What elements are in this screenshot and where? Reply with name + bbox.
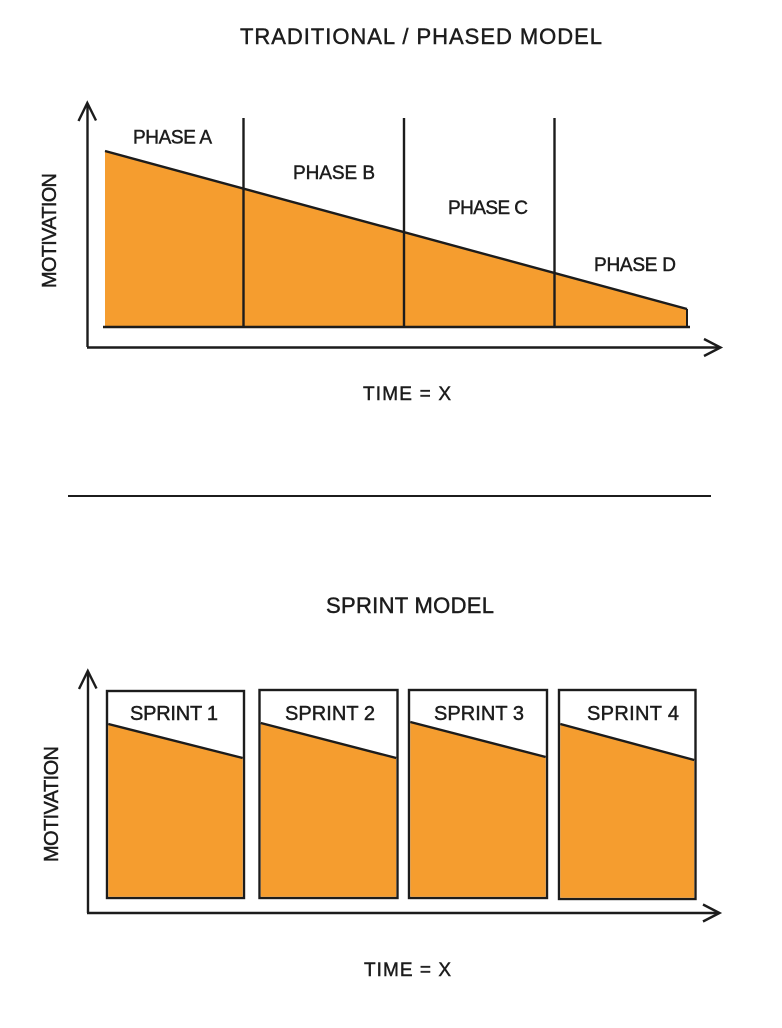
svg-text:SPRINT MODEL: SPRINT MODEL: [326, 593, 494, 618]
svg-text:MOTIVATION: MOTIVATION: [39, 173, 61, 288]
svg-text:SPRINT 2: SPRINT 2: [285, 703, 375, 725]
svg-text:SPRINT 1: SPRINT 1: [130, 703, 218, 725]
svg-text:PHASE C: PHASE C: [448, 198, 528, 219]
svg-text:SPRINT 4: SPRINT 4: [587, 703, 679, 725]
svg-text:PHASE B: PHASE B: [293, 163, 375, 184]
svg-text:MOTIVATION: MOTIVATION: [41, 746, 63, 862]
svg-text:PHASE D: PHASE D: [594, 255, 676, 276]
svg-text:PHASE A: PHASE A: [133, 128, 212, 149]
svg-text:TRADITIONAL / PHASED MODEL: TRADITIONAL / PHASED MODEL: [240, 24, 602, 49]
svg-text:TIME = X: TIME = X: [363, 384, 451, 405]
svg-text:SPRINT 3: SPRINT 3: [434, 703, 524, 725]
svg-text:TIME = X: TIME = X: [364, 960, 451, 981]
